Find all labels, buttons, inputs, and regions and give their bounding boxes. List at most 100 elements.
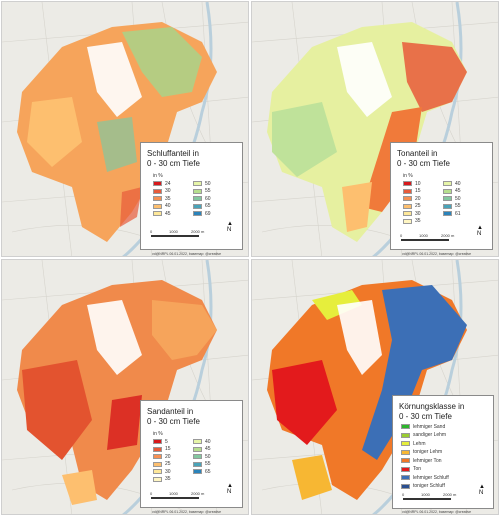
scale-label-0: 0 (402, 492, 405, 497)
north-arrow-icon: ▲ N (479, 484, 485, 496)
legend-swatch (193, 439, 202, 444)
scale-label-1000: 1000 (169, 229, 178, 234)
legend-class-label: 55 (205, 188, 211, 194)
legend-swatch (153, 188, 162, 194)
scale-label-1000: 1000 (419, 233, 428, 238)
legend-swatch (193, 211, 202, 216)
scale-bar (401, 239, 449, 241)
scale-label-0: 0 (400, 233, 403, 238)
credit-text: vd@NRPL 06.01.2022, basemap: @creative (152, 510, 222, 514)
north-arrow-icon: ▲ N (477, 225, 483, 237)
legend-class-label: 45 (205, 446, 211, 452)
legend-swatch (443, 181, 452, 186)
legend-schluff: Schluffanteil in 0 - 30 cm Tiefe in % 0 1… (140, 142, 243, 250)
legend-swatch (193, 181, 202, 186)
legend-class-label: lehmiger Schluff (413, 474, 449, 481)
legend-swatch (401, 475, 410, 480)
credit-text: vd@NRPL 06.01.2022, basemap: @creative (152, 252, 222, 256)
legend-class-label: toniger Lehm (413, 449, 443, 455)
legend-swatch (443, 196, 452, 201)
legend-class-label: 10 (415, 180, 421, 187)
legend-sand: Sandanteil in 0 - 30 cm Tiefe in % 0 1000… (140, 400, 243, 508)
scale-label-0: 0 (150, 229, 153, 234)
legend-class-label: 45 (165, 210, 171, 217)
legend-class-label: 15 (415, 188, 421, 194)
legend-swatch (403, 188, 412, 194)
legend-class-label: Ton (413, 466, 422, 472)
map-sand (2, 260, 248, 514)
legend-swatch (401, 449, 410, 455)
legend-unit: in % (153, 173, 163, 179)
legend-swatch (153, 439, 162, 444)
legend-class-label: Lehm (413, 440, 426, 447)
legend-unit: in % (153, 431, 163, 437)
legend-swatch (153, 446, 162, 452)
legend-class-label: 55 (205, 461, 211, 467)
legend-swatch (403, 218, 412, 224)
legend-ton: Tonanteil in 0 - 30 cm Tiefe in % 0 1000 … (390, 142, 493, 250)
scale-label-2000: 2000 m (443, 492, 457, 497)
legend-class-label: 20 (415, 195, 421, 202)
legend-swatch (193, 196, 202, 201)
legend-class-label: 24 (165, 180, 171, 187)
legend-class-label: 35 (415, 218, 421, 224)
legend-class-label: 40 (205, 438, 211, 445)
legend-class-label: lehmiger Ton (413, 457, 442, 464)
map-panel-ton: Tonanteil in 0 - 30 cm Tiefe in % 0 1000 … (251, 1, 499, 257)
legend-swatch (403, 196, 412, 201)
scale-label-2000: 2000 m (191, 229, 205, 234)
legend-title: Tonanteil in 0 - 30 cm Tiefe (397, 149, 450, 168)
scale-bar (403, 498, 451, 500)
legend-class-label: 30 (165, 468, 171, 475)
legend-class-label: 50 (205, 180, 211, 187)
map-panel-sand: Sandanteil in 0 - 30 cm Tiefe in % 0 1000… (1, 259, 249, 515)
legend-swatch (401, 483, 410, 489)
map-koernung (252, 260, 498, 514)
scale-bar (151, 235, 199, 237)
legend-class-label: 25 (415, 203, 421, 209)
legend-unit: in % (403, 173, 413, 179)
legend-class-label: 30 (165, 188, 171, 194)
legend-swatch (153, 469, 162, 474)
legend-swatch (443, 188, 452, 194)
legend-swatch (153, 461, 162, 467)
legend-class-label: 40 (165, 203, 171, 209)
legend-swatch (401, 424, 410, 429)
north-arrow-icon: ▲ N (227, 221, 233, 233)
legend-title: Körnungsklasse in 0 - 30 cm Tiefe (399, 402, 465, 421)
legend-swatch (401, 458, 410, 463)
legend-swatch (401, 466, 410, 472)
legend-swatch (193, 454, 202, 459)
legend-swatch (403, 181, 412, 186)
legend-class-label: 50 (455, 195, 461, 202)
legend-swatch (403, 203, 412, 209)
legend-class-label: 65 (205, 203, 211, 209)
legend-swatch (193, 461, 202, 467)
legend-class-label: sandiger Lehm (413, 432, 447, 438)
legend-class-label: 15 (165, 446, 171, 452)
legend-class-label: 30 (415, 210, 421, 217)
legend-class-label: 65 (205, 468, 211, 475)
legend-swatch (153, 454, 162, 459)
map-panel-koernung: Körnungsklasse in 0 - 30 cm Tiefe 0 1000 … (251, 259, 499, 515)
legend-swatch (153, 476, 162, 482)
scale-label-0: 0 (150, 491, 153, 496)
legend-class-label: 20 (165, 453, 171, 460)
legend-class-label: 5 (165, 438, 168, 445)
legend-swatch (193, 446, 202, 452)
legend-class-label: 60 (205, 195, 211, 202)
legend-koernung: Körnungsklasse in 0 - 30 cm Tiefe 0 1000 … (392, 395, 494, 509)
legend-class-label: 45 (455, 188, 461, 194)
scale-bar (151, 497, 199, 499)
legend-class-label: lehmiger Sand (413, 423, 446, 430)
legend-class-label: 50 (205, 453, 211, 460)
legend-swatch (401, 441, 410, 446)
legend-class-label: 25 (165, 461, 171, 467)
legend-swatch (403, 211, 412, 216)
legend-swatch (153, 181, 162, 186)
legend-swatch (153, 203, 162, 209)
credit-text: vd@NRPL 06.01.2022, basemap: @creative (402, 510, 472, 514)
legend-swatch (153, 196, 162, 201)
legend-class-label: 35 (165, 195, 171, 202)
legend-title: Schluffanteil in 0 - 30 cm Tiefe (147, 149, 200, 168)
